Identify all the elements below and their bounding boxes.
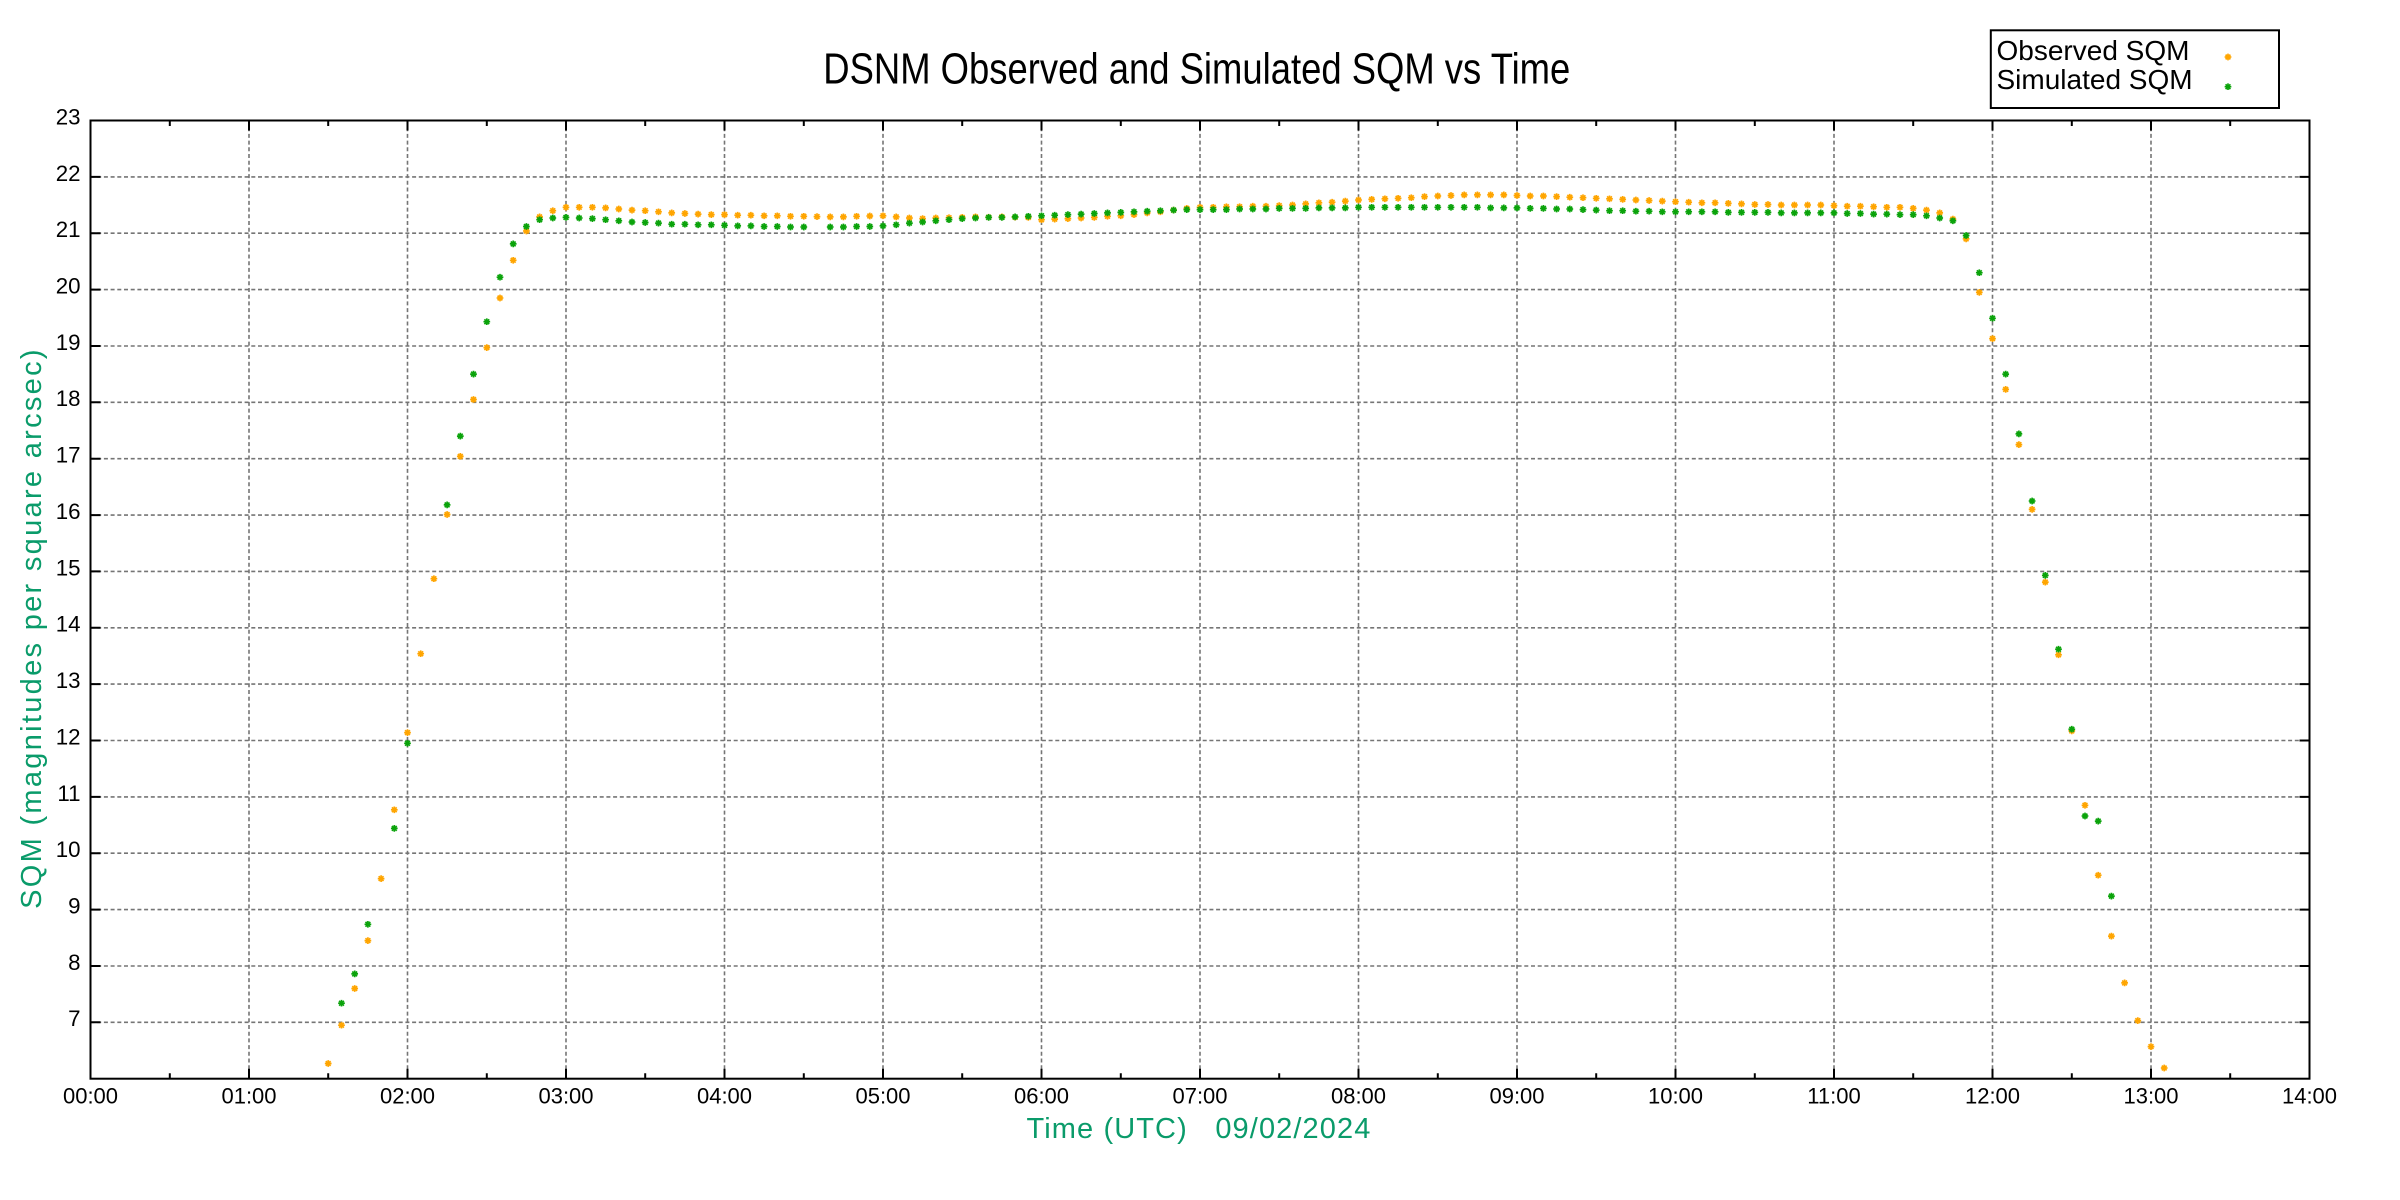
svg-text:15: 15 (56, 555, 81, 580)
svg-text:17: 17 (56, 443, 81, 468)
svg-text:9: 9 (68, 894, 80, 919)
svg-text:08:00: 08:00 (1331, 1084, 1386, 1109)
svg-text:05:00: 05:00 (855, 1084, 910, 1109)
svg-text:Observed SQM: Observed SQM (1997, 35, 2190, 66)
svg-text:SQM (magnitudes per square arc: SQM (magnitudes per square arcsec) (16, 347, 48, 909)
svg-text:04:00: 04:00 (697, 1084, 752, 1109)
svg-text:23: 23 (56, 104, 81, 129)
svg-text:Simulated SQM: Simulated SQM (1997, 64, 2193, 95)
svg-text:11:00: 11:00 (1807, 1084, 1860, 1109)
svg-text:11: 11 (57, 781, 80, 806)
svg-text:8: 8 (68, 950, 80, 975)
svg-text:10: 10 (56, 837, 81, 862)
svg-text:19: 19 (56, 330, 81, 355)
svg-text:20: 20 (56, 274, 81, 299)
svg-text:10:00: 10:00 (1648, 1084, 1703, 1109)
svg-text:02:00: 02:00 (380, 1084, 435, 1109)
svg-text:21: 21 (56, 217, 81, 242)
svg-text:01:00: 01:00 (221, 1084, 276, 1109)
svg-text:DSNM Observed and Simulated SQ: DSNM Observed and Simulated SQM vs Time (823, 45, 1570, 94)
svg-text:7: 7 (68, 1006, 80, 1031)
svg-text:03:00: 03:00 (538, 1084, 593, 1109)
svg-text:18: 18 (56, 386, 81, 411)
svg-text:Time (UTC) 09/02/2024: Time (UTC) 09/02/2024 (1027, 1113, 1372, 1145)
svg-text:12:00: 12:00 (1965, 1084, 2020, 1109)
svg-text:12: 12 (56, 724, 81, 749)
svg-text:00:00: 00:00 (63, 1084, 118, 1109)
svg-text:13: 13 (56, 668, 81, 693)
svg-text:14:00: 14:00 (2282, 1084, 2337, 1109)
svg-text:16: 16 (56, 499, 81, 524)
svg-text:09:00: 09:00 (1489, 1084, 1544, 1109)
svg-text:22: 22 (56, 161, 81, 186)
svg-text:13:00: 13:00 (2123, 1084, 2178, 1109)
svg-text:06:00: 06:00 (1014, 1084, 1069, 1109)
svg-text:14: 14 (56, 612, 81, 637)
svg-text:07:00: 07:00 (1172, 1084, 1227, 1109)
